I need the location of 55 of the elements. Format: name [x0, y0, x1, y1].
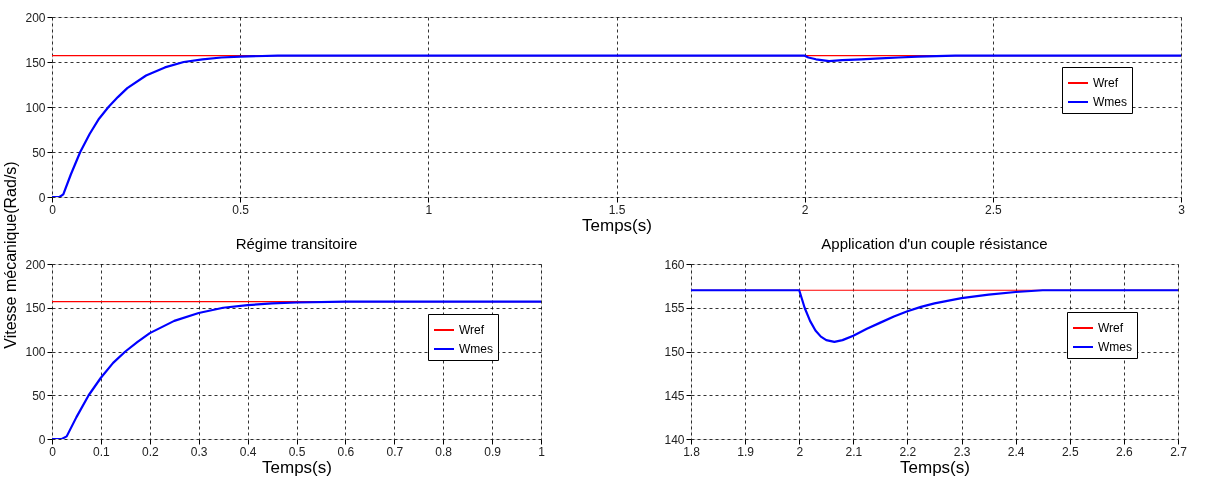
x-tick-label: 1.5 [608, 202, 626, 217]
x-tick-label: 0.8 [435, 444, 453, 459]
x-tick-label: 2.6 [1116, 444, 1134, 459]
y-tick-label: 150 [25, 55, 46, 70]
x-tick-label: 1.8 [683, 444, 701, 459]
x-tick-label: 0.5 [232, 202, 250, 217]
x-tick-label: 0.3 [190, 444, 208, 459]
y-tick-label: 160 [664, 257, 685, 272]
y-tick-label: 145 [664, 388, 685, 403]
y-tick-label: 140 [664, 432, 685, 447]
legend-label: Wref [1098, 321, 1124, 335]
chart-title: Régime transitoire [235, 235, 358, 252]
x-tick-label: 0.1 [93, 444, 111, 459]
y-tick-label: 50 [32, 145, 46, 160]
x-tick-label: 0.7 [386, 444, 404, 459]
legend-label: Wref [1093, 76, 1119, 90]
y-tick-label: 100 [25, 345, 46, 359]
x-tick-label: 0.5 [288, 444, 306, 459]
x-tick-label: 2.2 [899, 444, 917, 459]
x-tick-label: 2.1 [845, 444, 863, 459]
x-tick-label: 3 [1178, 202, 1186, 217]
y-tick-label: 155 [664, 301, 685, 316]
x-tick-label: 2.4 [1007, 444, 1025, 459]
y-tick-label: 150 [664, 345, 685, 359]
legend-label: Wref [459, 323, 485, 337]
x-tick-label: 0.4 [239, 444, 257, 459]
y-tick-label: 200 [25, 10, 46, 25]
x-tick-label: 0 [49, 444, 57, 459]
x-axis-title: Temps(s) [900, 457, 970, 477]
legend-label: Wmes [1098, 340, 1132, 354]
legend-label: Wmes [459, 342, 493, 356]
x-tick-label: 0 [49, 202, 57, 217]
chart-title: Application d'un couple résistance [821, 235, 1048, 252]
x-tick-label: 0.9 [484, 444, 502, 459]
y-tick-label: 150 [25, 301, 46, 316]
x-tick-label: 1.9 [737, 444, 755, 459]
y-tick-label: 200 [25, 257, 46, 272]
x-tick-label: 0.2 [141, 444, 159, 459]
y-tick-label: 100 [25, 100, 46, 115]
x-axis-title: Temps(s) [262, 457, 332, 477]
y-tick-label: 0 [38, 190, 46, 205]
y-tick-label: 50 [32, 388, 46, 403]
x-tick-label: 1 [425, 202, 433, 217]
x-tick-label: 2.5 [984, 202, 1002, 217]
x-tick-label: 2 [796, 444, 804, 459]
y-axis-title: Vitesse mécanique(Rad/s) [2, 161, 19, 349]
x-tick-label: 0.6 [337, 444, 355, 459]
x-tick-label: 2.5 [1061, 444, 1079, 459]
x-tick-label: 2 [801, 202, 809, 217]
x-axis-title: Temps(s) [582, 215, 652, 235]
x-tick-label: 2.3 [953, 444, 971, 459]
x-tick-label: 1 [538, 444, 546, 459]
y-tick-label: 0 [38, 432, 46, 447]
legend-label: Wmes [1093, 95, 1127, 109]
x-tick-label: 2.7 [1170, 444, 1188, 459]
